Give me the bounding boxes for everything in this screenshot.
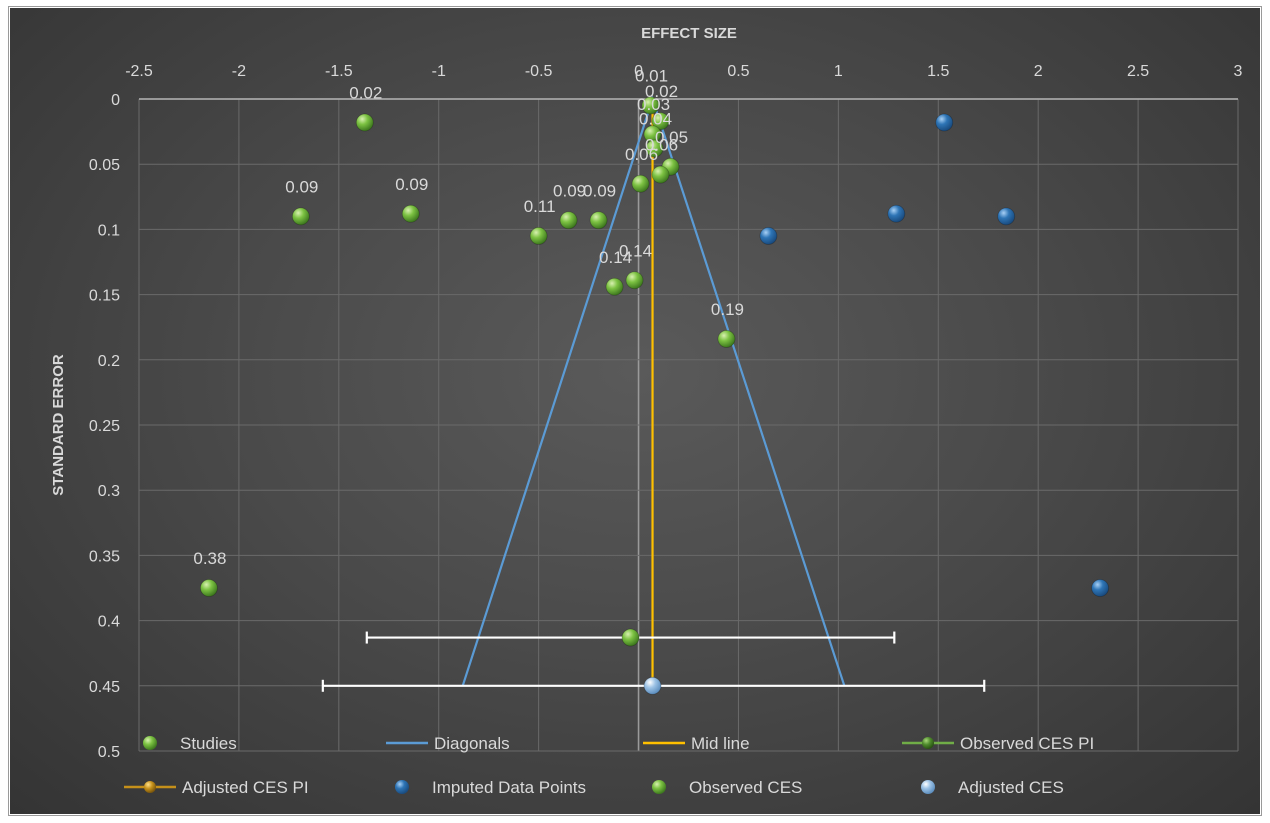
data-point xyxy=(760,227,777,244)
legend-item: Observed CES PI xyxy=(902,734,1094,753)
x-axis-title: EFFECT SIZE xyxy=(641,25,737,42)
y-axis-title: STANDARD ERROR xyxy=(50,354,67,496)
y-tick-label: 0.45 xyxy=(89,679,120,696)
data-point xyxy=(606,278,623,295)
y-tick-label: 0.2 xyxy=(98,353,120,370)
data-label: 0.14 xyxy=(599,248,632,267)
legend-label: Observed CES PI xyxy=(960,734,1094,753)
y-tick-label: 0.05 xyxy=(89,157,120,174)
data-point xyxy=(998,208,1015,225)
legend-marker-dot xyxy=(922,737,934,749)
x-tick-label: 3 xyxy=(1234,63,1243,80)
y-tick-label: 0.4 xyxy=(98,614,120,631)
legend-item: Diagonals xyxy=(386,734,510,753)
data-point xyxy=(626,272,643,289)
x-tick-label: -1 xyxy=(432,63,446,80)
legend-item: Imputed Data Points xyxy=(395,778,586,797)
data-point xyxy=(402,205,419,222)
series xyxy=(200,97,1108,694)
legend-marker xyxy=(395,780,409,794)
x-tick-label: -1.5 xyxy=(325,63,353,80)
data-label: 0.09 xyxy=(395,175,428,194)
data-point xyxy=(560,212,577,229)
y-tick-label: 0.5 xyxy=(98,744,120,761)
data-label: 0.09 xyxy=(583,181,616,200)
y-tick-label: 0.1 xyxy=(98,222,120,239)
y-tick-label: 0 xyxy=(111,92,120,109)
x-tick-label: -2.5 xyxy=(125,63,153,80)
x-tick-label: 1 xyxy=(834,63,843,80)
data-point xyxy=(644,677,661,694)
data-point xyxy=(356,114,373,131)
legend-marker-dot xyxy=(144,781,156,793)
data-labels: 0.010.020.020.030.040.050.060.060.09 0.09… xyxy=(193,67,744,568)
data-point xyxy=(530,227,547,244)
data-point xyxy=(590,212,607,229)
data-label: 0.09 xyxy=(285,177,318,196)
y-tick-label: 0.3 xyxy=(98,483,120,500)
data-point xyxy=(718,330,735,347)
legend-marker xyxy=(921,780,935,794)
data-point xyxy=(888,205,905,222)
data-label: 0.38 xyxy=(193,549,226,568)
x-tick-label: 2.5 xyxy=(1127,63,1149,80)
legend: Studies Diagonals Mid line Observed CES PI A… xyxy=(124,734,1094,797)
data-label: 0.11 xyxy=(524,197,556,216)
legend-item: Observed CES xyxy=(652,778,802,797)
y-tick-label: 0.15 xyxy=(89,288,120,305)
data-point xyxy=(652,166,669,183)
data-point xyxy=(1092,580,1109,597)
x-tick-label: 1.5 xyxy=(927,63,949,80)
legend-label: Studies xyxy=(180,734,237,753)
legend-label: Observed CES xyxy=(689,778,802,797)
data-point xyxy=(936,114,953,131)
x-tick-label: 0.5 xyxy=(727,63,749,80)
data-point xyxy=(200,580,217,597)
data-label: 0.09 xyxy=(553,181,586,200)
legend-marker xyxy=(652,780,666,794)
data-point xyxy=(632,175,649,192)
legend-item: Mid line xyxy=(643,734,750,753)
x-tick-label: -2 xyxy=(232,63,246,80)
legend-item: Adjusted CES xyxy=(921,778,1064,797)
y-tick-label: 0.25 xyxy=(89,418,120,435)
x-tick-label: -0.5 xyxy=(525,63,553,80)
legend-marker xyxy=(143,736,157,750)
legend-label: Imputed Data Points xyxy=(432,778,586,797)
legend-item: Adjusted CES PI xyxy=(124,778,309,797)
legend-item: Studies xyxy=(143,734,237,753)
legend-label: Adjusted CES xyxy=(958,778,1064,797)
data-label: 0.19 xyxy=(711,300,744,319)
legend-label: Mid line xyxy=(691,734,750,753)
data-point xyxy=(292,208,309,225)
y-tick-label: 0.35 xyxy=(89,548,120,565)
data-label: 0.02 xyxy=(349,83,382,102)
data-label: 0.06 xyxy=(625,145,658,164)
data-label: 0.04 xyxy=(639,110,672,129)
data-point xyxy=(622,629,639,646)
grid xyxy=(139,99,1238,751)
x-tick-label: 2 xyxy=(1034,63,1043,80)
legend-label: Adjusted CES PI xyxy=(182,778,309,797)
legend-label: Diagonals xyxy=(434,734,510,753)
